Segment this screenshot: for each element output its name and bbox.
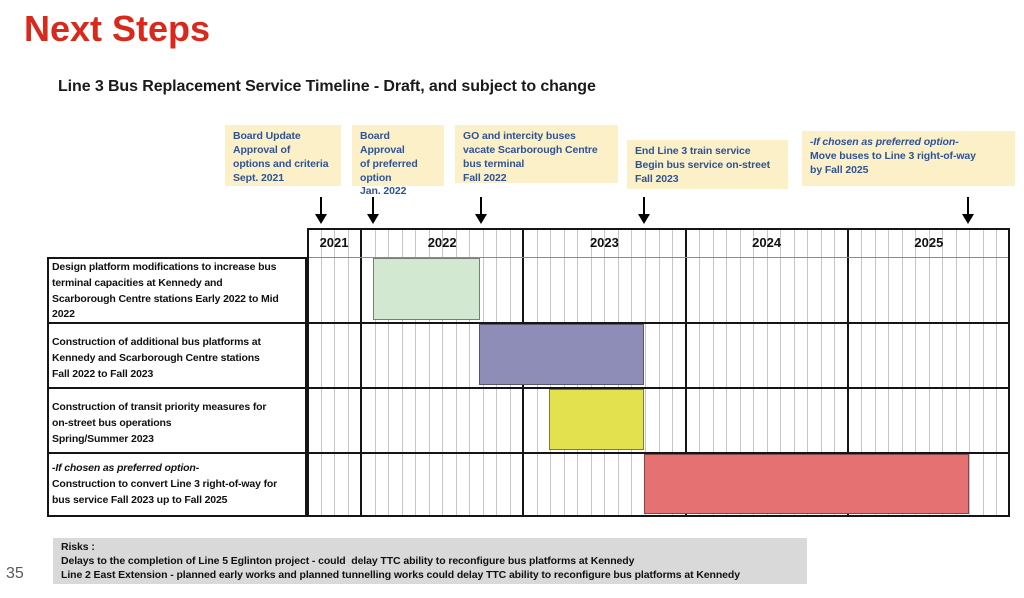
- row-separator: [47, 387, 1010, 389]
- month-gridline: [712, 228, 714, 517]
- milestone-arrow-head-1: [314, 214, 327, 224]
- milestone-arrow-stem-2: [372, 197, 375, 215]
- month-gridline: [455, 228, 457, 517]
- row-separator: [47, 452, 1010, 454]
- callout-board-approval: Board Approval of preferred option Jan. …: [352, 125, 444, 197]
- task-label-construction-bus-platforms: Construction of additional bus platforms…: [52, 336, 261, 380]
- month-gridline: [834, 228, 836, 517]
- risks-box: Risks : Delays to the completion of Line…: [53, 538, 807, 584]
- month-gridline: [644, 228, 646, 517]
- month-gridline: [753, 228, 755, 517]
- month-gridline: [874, 228, 876, 517]
- milestone-arrow-head-5: [962, 214, 975, 224]
- month-gridline: [780, 228, 782, 517]
- page-title: Next Steps: [24, 8, 211, 49]
- callout-board-update: Board Update Approval of options and cri…: [225, 125, 341, 186]
- task-column-outline: [47, 257, 307, 517]
- callout-text: Move buses to Line 3 right-of-way by Fal…: [810, 149, 976, 176]
- gantt-bar-row-3: [548, 389, 644, 450]
- month-gridline: [334, 228, 336, 517]
- month-gridline: [388, 228, 390, 517]
- year-header-2024: 2024: [752, 235, 782, 250]
- gantt-bar-row-2: [478, 324, 644, 385]
- month-gridline: [996, 228, 998, 517]
- month-gridline: [955, 228, 957, 517]
- milestone-arrow-head-3: [475, 214, 488, 224]
- year-separator: [360, 228, 363, 517]
- gantt-bar-row-4: [643, 454, 970, 514]
- month-gridline: [401, 228, 403, 517]
- chart-title: Line 3 Bus Replacement Service Timeline …: [58, 78, 596, 95]
- month-gridline: [672, 228, 674, 517]
- month-gridline: [928, 228, 930, 517]
- year-separator: [846, 228, 849, 517]
- callout-end-line3-service: End Line 3 train service Begin bus servi…: [627, 140, 788, 189]
- row-separator: [47, 322, 1010, 324]
- callout-move-buses-right-of-way: -If chosen as preferred option- Move bus…: [802, 131, 1015, 186]
- month-gridline: [347, 228, 349, 517]
- header-underline: [307, 257, 1010, 258]
- month-gridline: [969, 228, 971, 517]
- month-gridline: [807, 228, 809, 517]
- month-gridline: [888, 228, 890, 517]
- risk-line-east-extension: Line 2 East Extension - planned early wo…: [61, 568, 740, 581]
- callout-italic-line: -If chosen as preferred option-: [810, 136, 959, 148]
- risk-line-eglinton: Delays to the completion of Line 5 Eglin…: [61, 554, 635, 567]
- risks-heading: Risks :: [61, 541, 95, 553]
- year-header-2021: 2021: [319, 235, 349, 250]
- task-label-design-platform-modifications: Design platform modifications to increas…: [52, 261, 279, 321]
- callout-text: GO and intercity buses vacate Scarboroug…: [463, 130, 598, 184]
- callout-text: Board Approval of preferred option Jan. …: [360, 130, 418, 198]
- month-gridline: [726, 228, 728, 517]
- callout-text: Board Update Approval of options and cri…: [233, 130, 329, 184]
- month-gridline: [901, 228, 903, 517]
- month-gridline: [793, 228, 795, 517]
- callout-go-buses-vacate: GO and intercity buses vacate Scarboroug…: [455, 125, 618, 184]
- page-number: 35: [6, 565, 24, 582]
- chart-outline: [307, 228, 1010, 517]
- month-gridline: [699, 228, 701, 517]
- milestone-arrow-stem-5: [967, 197, 970, 215]
- task-label-transit-priority-measures: Construction of transit priority measure…: [52, 401, 267, 445]
- callout-text: End Line 3 train service Begin bus servi…: [635, 145, 771, 185]
- milestone-arrow-stem-3: [480, 197, 483, 215]
- month-gridline: [320, 228, 322, 517]
- month-gridline: [942, 228, 944, 517]
- year-separator: [684, 228, 687, 517]
- month-gridline: [739, 228, 741, 517]
- milestone-arrow-head-4: [637, 214, 650, 224]
- task-italic-line: -If chosen as preferred option-: [52, 462, 200, 474]
- month-gridline: [982, 228, 984, 517]
- month-gridline: [415, 228, 417, 517]
- month-gridline: [374, 228, 376, 517]
- milestone-arrow-stem-4: [642, 197, 645, 215]
- year-header-2023: 2023: [589, 235, 619, 250]
- milestone-arrow-stem-1: [319, 197, 322, 215]
- year-header-2022: 2022: [427, 235, 457, 250]
- year-header-2025: 2025: [914, 235, 944, 250]
- month-gridline: [820, 228, 822, 517]
- task-text: Construction to convert Line 3 right-of-…: [52, 477, 278, 506]
- month-gridline: [766, 228, 768, 517]
- month-gridline: [442, 228, 444, 517]
- month-gridline: [428, 228, 430, 517]
- milestone-arrow-head-2: [367, 214, 380, 224]
- month-gridline: [469, 228, 471, 517]
- month-gridline: [915, 228, 917, 517]
- month-gridline: [658, 228, 660, 517]
- month-gridline: [861, 228, 863, 517]
- task-label-convert-right-of-way: -If chosen as preferred option- Construc…: [47, 453, 307, 517]
- gantt-bar-row-1: [373, 258, 481, 320]
